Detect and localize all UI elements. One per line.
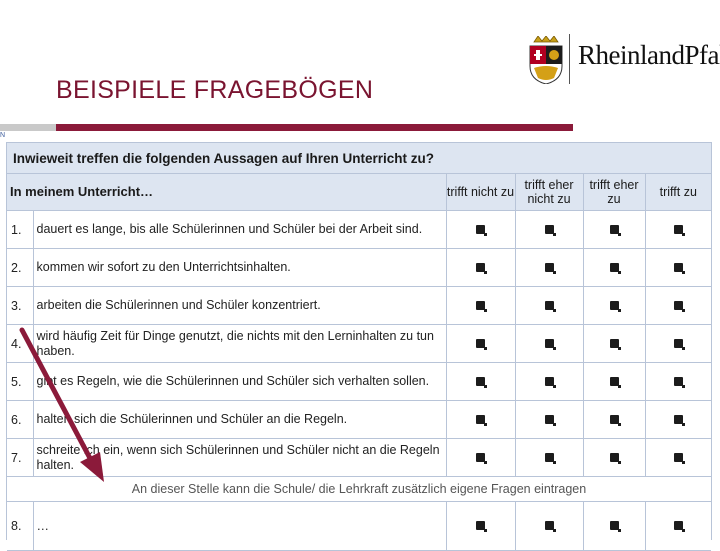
checkbox[interactable] — [673, 452, 685, 464]
item-number: 3. — [7, 286, 34, 325]
checkbox[interactable] — [544, 414, 556, 426]
checkbox[interactable] — [544, 224, 556, 236]
scale-header-row: In meinem Unterricht… trifft nicht zu tr… — [7, 174, 711, 211]
checkbox[interactable] — [673, 224, 685, 236]
item-number: 5. — [7, 362, 34, 401]
item-row: 3. arbeiten die Schülerinnen und Schüler… — [7, 286, 711, 325]
checkbox[interactable] — [476, 452, 487, 464]
checkbox[interactable] — [609, 521, 621, 532]
questionnaire: Inwieweit treffen die folgenden Aussagen… — [6, 142, 712, 551]
item-row: 4. wird häufig Zeit für Dinge genutzt, d… — [7, 324, 711, 363]
item-text: … — [32, 501, 447, 551]
item-number: 6. — [7, 400, 34, 439]
item-number: 8. — [7, 501, 34, 551]
item-text: gibt es Regeln, wie die Schülerinnen und… — [32, 362, 447, 401]
item-text: schreite ich ein, wenn sich Schülerinnen… — [32, 438, 447, 477]
item-text: halten sich die Schülerinnen und Schüler… — [32, 400, 447, 439]
item-row: 5. gibt es Regeln, wie die Schülerinnen … — [7, 362, 711, 401]
checkbox[interactable] — [673, 300, 685, 312]
checkbox[interactable] — [673, 521, 685, 532]
checkbox[interactable] — [476, 262, 487, 274]
checkbox[interactable] — [673, 376, 685, 388]
item-number: 4. — [7, 324, 34, 363]
item-text: dauert es lange, bis alle Schülerinnen u… — [32, 210, 447, 249]
checkbox[interactable] — [609, 262, 621, 274]
checkbox[interactable] — [544, 338, 556, 350]
logo-separator — [569, 34, 570, 84]
custom-questions-note: An dieser Stelle kann die Schule/ die Le… — [7, 476, 711, 502]
checkbox[interactable] — [476, 224, 487, 236]
rheinland-pfalz-logo: RheinlandPfalz — [526, 34, 720, 84]
checkbox[interactable] — [476, 376, 487, 388]
checkbox[interactable] — [476, 521, 487, 532]
checkbox[interactable] — [544, 262, 556, 274]
title-bar-accent — [56, 124, 573, 131]
checkbox[interactable] — [544, 521, 556, 532]
checkbox[interactable] — [476, 338, 487, 350]
checkbox[interactable] — [673, 414, 685, 426]
checkbox[interactable] — [544, 376, 556, 388]
question-header: Inwieweit treffen die folgenden Aussagen… — [7, 143, 711, 174]
scale-label: trifft nicht zu — [445, 174, 516, 211]
questionnaire-table: In meinem Unterricht… trifft nicht zu tr… — [7, 174, 711, 551]
scale-label: trifft eher nicht zu — [514, 174, 584, 211]
title-bar-gray — [0, 124, 56, 131]
item-row: 8. … — [7, 501, 711, 551]
checkbox[interactable] — [673, 262, 685, 274]
checkbox[interactable] — [476, 414, 487, 426]
item-text: arbeiten die Schülerinnen und Schüler ko… — [32, 286, 447, 325]
checkbox[interactable] — [673, 338, 685, 350]
item-row: 2. kommen wir sofort zu den Unterrichtsi… — [7, 248, 711, 287]
item-row: 6. halten sich die Schülerinnen und Schü… — [7, 400, 711, 439]
item-number: 1. — [7, 210, 34, 249]
checkbox[interactable] — [544, 452, 556, 464]
item-text: wird häufig Zeit für Dinge genutzt, die … — [32, 324, 447, 363]
slide-title: BEISPIELE FRAGEBÖGEN — [56, 76, 374, 104]
scale-label: trifft eher zu — [582, 174, 646, 211]
item-row: 7. schreite ich ein, wenn sich Schülerin… — [7, 438, 711, 477]
scale-label: trifft zu — [644, 174, 711, 211]
note-row: An dieser Stelle kann die Schule/ die Le… — [7, 476, 711, 502]
checkbox[interactable] — [609, 224, 621, 236]
item-number: 2. — [7, 248, 34, 287]
checkbox[interactable] — [609, 414, 621, 426]
checkbox[interactable] — [609, 338, 621, 350]
coat-of-arms-icon — [529, 36, 563, 84]
checkbox[interactable] — [609, 452, 621, 464]
checkbox[interactable] — [544, 300, 556, 312]
item-text: kommen wir sofort zu den Unterrichtsinha… — [32, 248, 447, 287]
stem-label: In meinem Unterricht… — [7, 174, 447, 211]
checkbox[interactable] — [476, 300, 487, 312]
checkbox[interactable] — [609, 300, 621, 312]
corner-mark: N — [0, 132, 6, 139]
logo-text: RheinlandPfalz — [578, 40, 720, 70]
checkbox[interactable] — [609, 376, 621, 388]
item-number: 7. — [7, 438, 34, 477]
item-row: 1. dauert es lange, bis alle Schülerinne… — [7, 210, 711, 249]
